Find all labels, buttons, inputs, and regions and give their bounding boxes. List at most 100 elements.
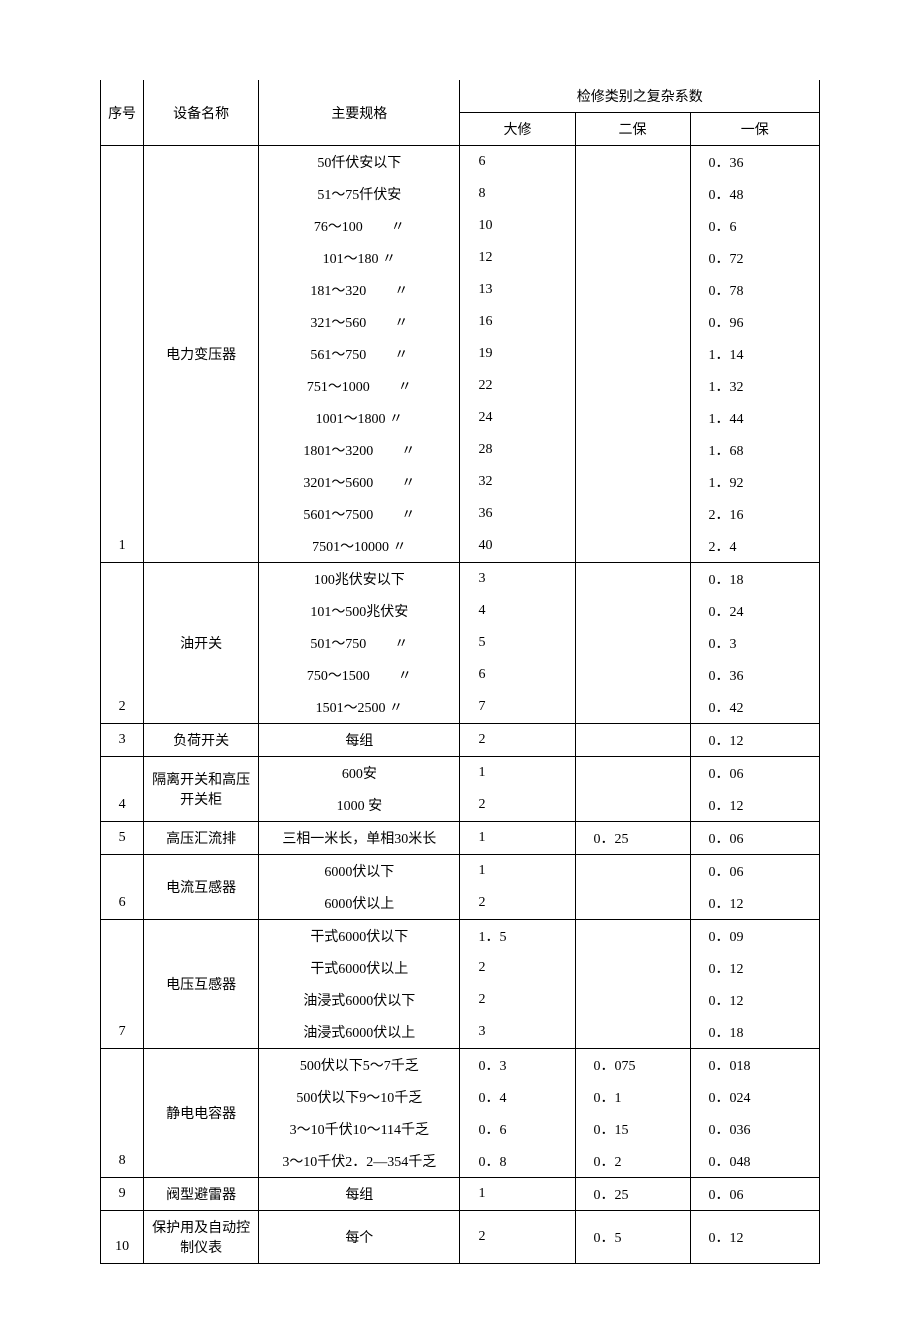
value-cell: 1 (460, 757, 575, 790)
value-cell (575, 210, 690, 242)
spec-cell: 750～1500 〃 (259, 659, 460, 691)
value-cell: 0．3 (460, 1049, 575, 1082)
value-cell: 0．3 (690, 627, 819, 659)
seq-cell: 1 (101, 146, 144, 563)
value-cell (575, 530, 690, 563)
table-body: 1电力变压器50仟伏安以下60．3651～75仟伏安80．4876～100 〃1… (101, 146, 820, 1264)
table-header: 序号 设备名称 主要规格 检修类别之复杂系数 大修 二保 一保 (101, 80, 820, 146)
value-cell: 16 (460, 306, 575, 338)
value-cell (575, 724, 690, 757)
value-cell: 1．92 (690, 466, 819, 498)
spec-cell: 油浸式6000伏以上 (259, 1016, 460, 1049)
value-cell: 32 (460, 466, 575, 498)
seq-cell: 5 (101, 822, 144, 855)
value-cell: 36 (460, 498, 575, 530)
value-cell (575, 563, 690, 596)
value-cell (575, 887, 690, 920)
spec-cell: 321～560 〃 (259, 306, 460, 338)
value-cell: 0．5 (575, 1211, 690, 1264)
value-cell (575, 789, 690, 822)
spec-cell: 5601～7500 〃 (259, 498, 460, 530)
value-cell: 0．06 (690, 1178, 819, 1211)
spec-cell: 561～750 〃 (259, 338, 460, 370)
spec-cell: 3201～5600 〃 (259, 466, 460, 498)
value-cell: 6 (460, 146, 575, 179)
value-cell (575, 146, 690, 179)
spec-cell: 1501～2500 〃 (259, 691, 460, 724)
value-cell: 0．96 (690, 306, 819, 338)
value-cell: 12 (460, 242, 575, 274)
spec-cell: 751～1000 〃 (259, 370, 460, 402)
value-cell: 28 (460, 434, 575, 466)
name-cell: 电力变压器 (144, 146, 259, 563)
spec-cell: 每组 (259, 724, 460, 757)
spec-cell: 三相一米长，单相30米长 (259, 822, 460, 855)
name-cell: 阀型避雷器 (144, 1178, 259, 1211)
value-cell: 40 (460, 530, 575, 563)
value-cell: 2 (460, 984, 575, 1016)
table-row: 5高压汇流排三相一米长，单相30米长10．250．06 (101, 822, 820, 855)
value-cell: 0．24 (690, 595, 819, 627)
value-cell: 1 (460, 1178, 575, 1211)
value-cell (575, 952, 690, 984)
spec-cell: 101～500兆伏安 (259, 595, 460, 627)
header-c3: 一保 (690, 113, 819, 146)
seq-cell: 10 (101, 1211, 144, 1264)
value-cell (575, 659, 690, 691)
name-cell: 电压互感器 (144, 920, 259, 1049)
name-cell: 静电电容器 (144, 1049, 259, 1178)
value-cell: 2 (460, 789, 575, 822)
value-cell: 0．06 (690, 822, 819, 855)
value-cell: 0．78 (690, 274, 819, 306)
value-cell: 0．036 (690, 1113, 819, 1145)
spec-cell: 76～100 〃 (259, 210, 460, 242)
value-cell: 0．36 (690, 659, 819, 691)
spec-cell: 1801～3200 〃 (259, 434, 460, 466)
spec-cell: 181～320 〃 (259, 274, 460, 306)
table-row: 8静电电容器500伏以下5～7千乏0．30．0750．018 (101, 1049, 820, 1082)
value-cell: 0．12 (690, 887, 819, 920)
value-cell: 2 (460, 1211, 575, 1264)
value-cell: 0．18 (690, 1016, 819, 1049)
value-cell (575, 402, 690, 434)
value-cell: 0．25 (575, 1178, 690, 1211)
value-cell (575, 757, 690, 790)
value-cell: 1 (460, 855, 575, 888)
value-cell: 1．68 (690, 434, 819, 466)
spec-cell: 600安 (259, 757, 460, 790)
value-cell: 2．4 (690, 530, 819, 563)
name-cell: 电流互感器 (144, 855, 259, 920)
value-cell: 0．12 (690, 984, 819, 1016)
name-cell: 保护用及自动控制仪表 (144, 1211, 259, 1264)
value-cell: 0．6 (460, 1113, 575, 1145)
value-cell: 1 (460, 822, 575, 855)
name-cell: 高压汇流排 (144, 822, 259, 855)
seq-cell: 7 (101, 920, 144, 1049)
value-cell (575, 370, 690, 402)
header-name: 设备名称 (144, 80, 259, 146)
spec-cell: 50仟伏安以下 (259, 146, 460, 179)
value-cell: 0．36 (690, 146, 819, 179)
value-cell: 0．4 (460, 1081, 575, 1113)
spec-cell: 干式6000伏以上 (259, 952, 460, 984)
value-cell: 2．16 (690, 498, 819, 530)
value-cell (575, 920, 690, 953)
value-cell: 2 (460, 952, 575, 984)
value-cell (575, 855, 690, 888)
spec-cell: 500伏以下5～7千乏 (259, 1049, 460, 1082)
spec-cell: 6000伏以上 (259, 887, 460, 920)
value-cell: 7 (460, 691, 575, 724)
header-c2: 二保 (575, 113, 690, 146)
value-cell: 0．12 (690, 724, 819, 757)
spec-cell: 51～75仟伏安 (259, 178, 460, 210)
value-cell: 2 (460, 724, 575, 757)
value-cell: 10 (460, 210, 575, 242)
table-row: 4隔离开关和高压开关柜600安10．06 (101, 757, 820, 790)
header-c1: 大修 (460, 113, 575, 146)
value-cell: 0．18 (690, 563, 819, 596)
value-cell: 3 (460, 1016, 575, 1049)
value-cell (575, 466, 690, 498)
spec-cell: 1001～1800 〃 (259, 402, 460, 434)
value-cell: 1．14 (690, 338, 819, 370)
seq-cell: 4 (101, 757, 144, 822)
